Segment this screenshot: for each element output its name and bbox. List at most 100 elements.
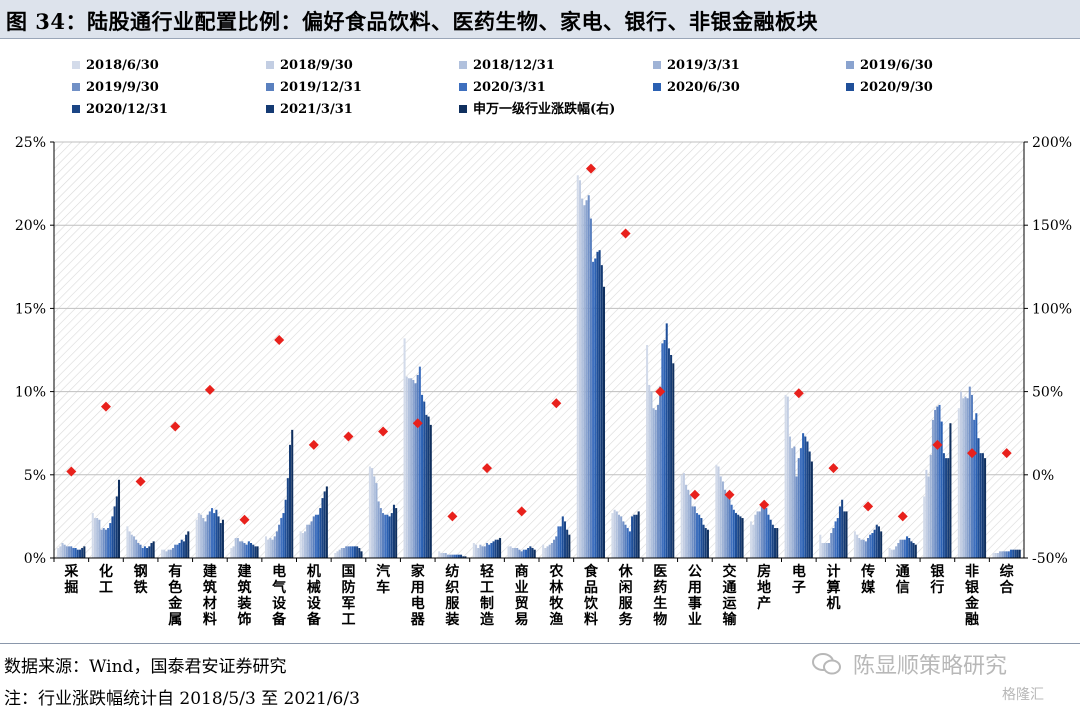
bar [895,546,898,558]
plot-area [54,142,1024,558]
bar [107,528,110,558]
wechat-icon [812,652,846,682]
bar [213,513,216,558]
bar [992,553,995,558]
watermark-text: 陈显顺策略研究 [853,654,1008,679]
bar [449,554,452,558]
y2-tick-label: -50% [1032,551,1068,567]
bar [421,394,424,558]
bar [550,543,553,558]
bar [706,529,709,558]
bar [960,391,963,558]
marker-point [585,163,596,174]
bar [215,509,218,558]
x-tick-label: 机械设备 [306,563,322,628]
bar [57,548,60,558]
bar [494,539,497,558]
bar [934,409,937,558]
bar [628,531,631,558]
bar [128,531,131,558]
bar [808,451,811,558]
bar [299,531,302,558]
marker-point [135,476,146,487]
bar [442,553,445,558]
bar [667,348,670,558]
legend-swatch [459,61,467,69]
legend-swatch [846,83,854,91]
bar [819,534,822,558]
y2-tick-label: 0% [1032,468,1054,484]
marker-point [204,384,215,395]
y2-tick-label: 100% [1032,301,1072,317]
bar [717,466,720,558]
bar [797,458,800,558]
bar [973,419,976,558]
bar [689,494,692,558]
gridlines [54,141,1024,476]
bar [912,543,915,558]
bar [719,476,722,558]
marker-point [655,386,666,397]
bar [217,516,220,558]
bar [174,544,177,558]
bar [555,536,558,558]
bar [529,546,532,558]
bar [553,539,556,558]
bar [169,549,172,558]
bar [83,546,86,558]
bar [314,514,317,558]
bar [130,534,133,558]
bar [546,546,549,558]
bar [880,531,883,558]
legend-label: 2019/12/31 [280,80,362,95]
x-tick-label: 电气设备 [271,563,287,628]
bar [890,549,893,558]
bar [823,543,826,558]
bar [81,548,84,558]
y-tick-label: 10% [15,385,46,401]
bar [587,195,590,558]
bar [871,533,874,558]
bar [135,539,138,558]
bar [622,521,625,558]
bar [178,543,181,558]
watermark-logo: 格隆汇 [1002,684,1044,704]
axes: 0% 5% 10% 15% 20% 25% -50% 0% 50% 100% 150% 200% 采掘化… [15,135,1072,628]
bar [405,376,408,558]
bar [171,548,175,558]
bar [559,526,562,558]
bar [906,536,909,558]
bar [957,408,960,558]
marker-point [239,514,250,525]
x-tick-label: 国防军工 [341,564,355,628]
bar [1014,549,1017,558]
bar [786,396,789,558]
bar [821,543,824,558]
bar [418,366,421,558]
bar [869,534,872,558]
bar [888,548,891,558]
bar [210,508,214,558]
bar [931,419,934,558]
bar [429,424,432,558]
bar [499,538,502,558]
bar [356,546,359,558]
bar [788,436,792,558]
bar [598,250,601,558]
bar [914,544,917,558]
legend-swatch [266,105,274,113]
bar [117,479,121,558]
bar [308,524,311,558]
marker-point [100,401,111,412]
bar [338,549,341,558]
bar [843,511,846,558]
legend-swatch [459,83,467,91]
bar [282,513,285,558]
bar [834,521,837,558]
x-tick-label: 综合 [1000,563,1015,596]
bar [841,499,844,558]
bar [104,529,107,558]
bar [737,514,740,558]
bar [693,506,696,558]
bar [340,548,343,558]
